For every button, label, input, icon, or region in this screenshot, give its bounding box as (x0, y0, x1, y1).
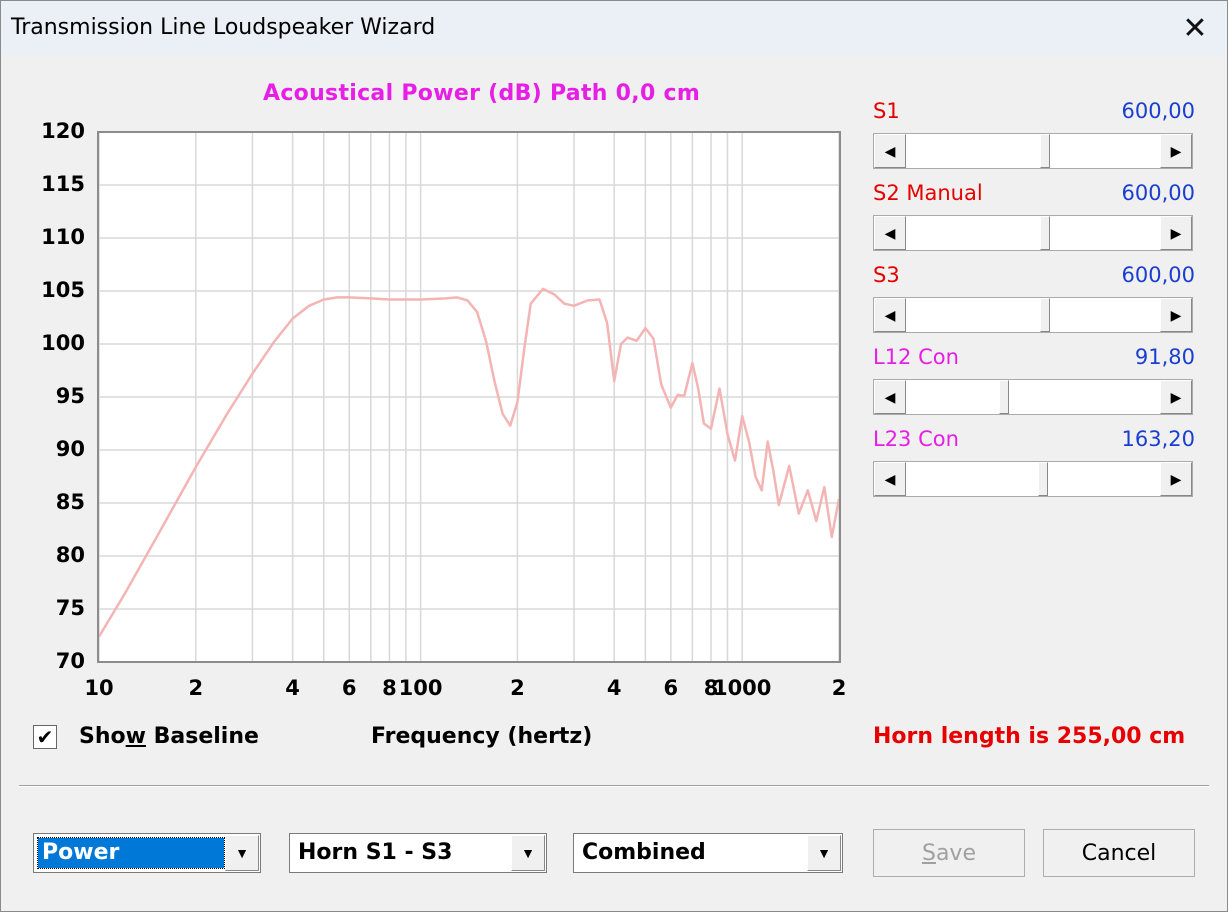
close-icon[interactable]: ✕ (1182, 10, 1208, 46)
y-tick-label: 110 (41, 225, 85, 249)
show-baseline-label-rest: Baseline (145, 724, 259, 749)
slider-thumb[interactable] (1040, 298, 1051, 332)
divider (19, 785, 1209, 787)
x-tick-label: 6 (341, 676, 357, 700)
window-title: Transmission Line Loudspeaker Wizard (11, 15, 436, 40)
x-tick-label: 2 (188, 676, 204, 700)
slider-label: S3 (873, 263, 900, 287)
plot-border (97, 131, 841, 663)
show-baseline-label[interactable]: Show Baseline (79, 724, 259, 749)
slider-value: 91,80 (1134, 345, 1195, 369)
combine-dropdown-value: Combined (582, 840, 706, 865)
scroll-left-icon[interactable]: ◀ (874, 462, 906, 496)
y-tick-label: 80 (55, 543, 85, 567)
y-tick-label: 85 (55, 490, 85, 514)
x-tick-label: 10 (84, 676, 114, 700)
x-tick-label: 2 (831, 676, 847, 700)
slider-label: L12 Con (873, 345, 959, 369)
show-baseline-accelerator: w (125, 724, 146, 749)
slider-value: 600,00 (1121, 181, 1195, 205)
y-tick-label: 100 (41, 331, 85, 355)
y-tick-label: 115 (41, 172, 85, 196)
scroll-left-icon[interactable]: ◀ (874, 298, 906, 332)
scroll-right-icon[interactable]: ▶ (1160, 462, 1192, 496)
scroll-left-icon[interactable]: ◀ (874, 134, 906, 168)
slider-value: 600,00 (1121, 99, 1195, 123)
scroll-right-icon[interactable]: ▶ (1160, 380, 1192, 414)
x-axis-title: Frequency (hertz) (371, 724, 593, 749)
x-tick-label: 2 (510, 676, 525, 700)
x-tick-label: 100 (398, 676, 443, 700)
show-baseline-label-part: Sho (79, 724, 126, 749)
slider-thumb[interactable] (1037, 462, 1048, 496)
scroll-right-icon[interactable]: ▶ (1160, 298, 1192, 332)
cancel-button[interactable]: Cancel (1043, 829, 1195, 877)
x-tick-label: 4 (285, 676, 300, 700)
save-accelerator: S (921, 840, 936, 866)
mode-dropdown-value: Power (37, 837, 225, 869)
chart-title: Acoustical Power (dB) Path 0,0 cm (263, 81, 701, 106)
power-response-line (97, 287, 841, 638)
slider-thumb[interactable] (1040, 134, 1051, 168)
chevron-down-icon[interactable]: ▼ (511, 835, 545, 871)
slider-scrollbar[interactable]: ◀ ▶ (873, 133, 1193, 169)
y-tick-label: 95 (55, 384, 85, 408)
slider-scrollbar[interactable]: ◀ ▶ (873, 379, 1193, 415)
slider-value: 600,00 (1121, 263, 1195, 287)
slider-label: S1 (873, 99, 900, 123)
slider-value: 163,20 (1121, 427, 1195, 451)
title-bar: Transmission Line Loudspeaker Wizard ✕ (1, 1, 1227, 55)
slider-scrollbar[interactable]: ◀ ▶ (873, 215, 1193, 251)
horn-dropdown[interactable]: Horn S1 - S3 ▼ (289, 833, 547, 873)
show-baseline-checkbox[interactable]: ✔ (33, 725, 57, 749)
x-tick-label: 4 (606, 676, 622, 700)
y-tick-label: 75 (55, 596, 85, 620)
slider-thumb[interactable] (998, 380, 1009, 414)
x-tick-label: 1000 (712, 676, 772, 700)
combine-dropdown[interactable]: Combined ▼ (573, 833, 843, 873)
horn-length-text: Horn length is 255,00 cm (873, 724, 1186, 749)
slider-scrollbar[interactable]: ◀ ▶ (873, 297, 1193, 333)
slider-thumb[interactable] (1040, 216, 1051, 250)
x-tick-label: 6 (663, 676, 679, 700)
y-tick-label: 90 (55, 437, 85, 461)
save-label: ave (935, 840, 976, 866)
scroll-right-icon[interactable]: ▶ (1160, 216, 1192, 250)
x-tick-label: 8 (703, 676, 719, 700)
scroll-left-icon[interactable]: ◀ (874, 380, 906, 414)
y-tick-label: 105 (41, 278, 85, 302)
chevron-down-icon[interactable]: ▼ (225, 835, 259, 871)
x-tick-label: 8 (382, 676, 397, 700)
mode-dropdown[interactable]: Power ▼ (33, 833, 261, 873)
scroll-right-icon[interactable]: ▶ (1160, 134, 1192, 168)
chevron-down-icon[interactable]: ▼ (807, 835, 841, 871)
scroll-left-icon[interactable]: ◀ (874, 216, 906, 250)
slider-label: L23 Con (873, 427, 959, 451)
y-tick-label: 70 (55, 649, 85, 673)
frequency-response-chart (97, 131, 841, 663)
horn-dropdown-value: Horn S1 - S3 (298, 840, 453, 865)
slider-label: S2 Manual (873, 181, 983, 205)
y-tick-label: 120 (41, 119, 85, 143)
slider-scrollbar[interactable]: ◀ ▶ (873, 461, 1193, 497)
